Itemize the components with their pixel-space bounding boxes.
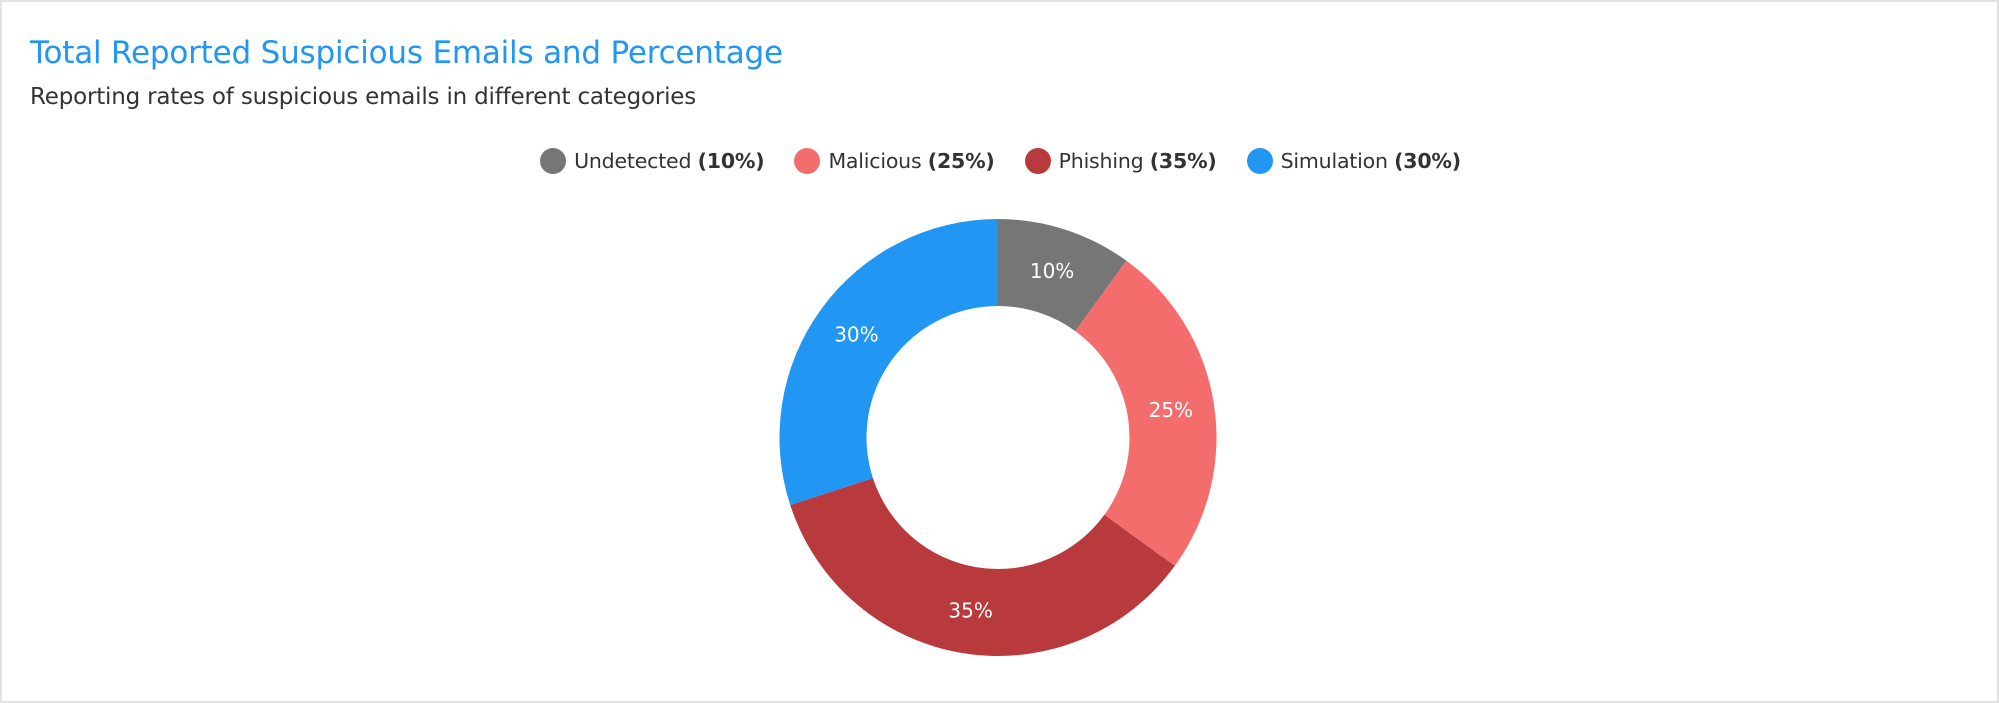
legend-percent: (30%) [1394, 149, 1461, 173]
donut-slice-undetected[interactable] [998, 219, 1127, 332]
legend-label: Phishing (35%) [1059, 149, 1217, 173]
chart-legend: Undetected (10%) Malicious (25%) Phishin… [2, 148, 1997, 174]
legend-label: Simulation (30%) [1280, 149, 1462, 173]
legend-percent: (35%) [1149, 149, 1217, 173]
chart-title: Total Reported Suspicious Emails and Per… [30, 35, 783, 71]
legend-dot-icon [1024, 148, 1051, 174]
legend-label: Undetected (10%) [574, 149, 765, 173]
legend-item-phishing[interactable]: Phishing (35%) [1024, 148, 1217, 174]
legend-item-undetected[interactable]: Undetected (10%) [540, 148, 765, 174]
legend-dot-icon [794, 148, 821, 174]
donut-slice-labels: 10% 25% 35% 30% [834, 259, 1193, 622]
legend-name: Phishing [1058, 149, 1144, 173]
donut-slice-malicious[interactable] [1075, 260, 1217, 566]
legend-percent: (25%) [927, 149, 995, 173]
slice-label-undetected: 10% [1030, 259, 1074, 283]
donut-slice-phishing[interactable] [790, 478, 1175, 656]
legend-item-malicious[interactable]: Malicious (25%) [794, 148, 995, 174]
donut-slice-simulation[interactable] [779, 219, 999, 506]
legend-name: Malicious [828, 149, 922, 173]
legend-name: Simulation [1280, 149, 1388, 173]
chart-subtitle: Reporting rates of suspicious emails in … [30, 84, 697, 110]
donut-slices [779, 219, 1217, 656]
legend-percent: (10%) [697, 149, 765, 173]
slice-label-malicious: 25% [1149, 398, 1193, 422]
slice-label-phishing: 35% [948, 598, 992, 622]
legend-item-simulation[interactable]: Simulation (30%) [1246, 148, 1462, 174]
legend-name: Undetected [574, 149, 692, 173]
legend-dot-icon [1246, 148, 1273, 174]
legend-label: Malicious (25%) [828, 149, 994, 173]
legend-dot-icon [540, 148, 567, 174]
slice-label-simulation: 30% [834, 323, 878, 347]
